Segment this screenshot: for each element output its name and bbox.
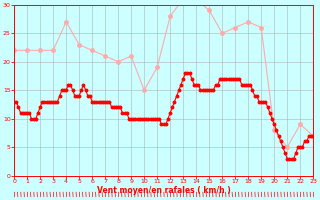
X-axis label: Vent moyen/en rafales ( km/h ): Vent moyen/en rafales ( km/h ): [97, 186, 230, 195]
